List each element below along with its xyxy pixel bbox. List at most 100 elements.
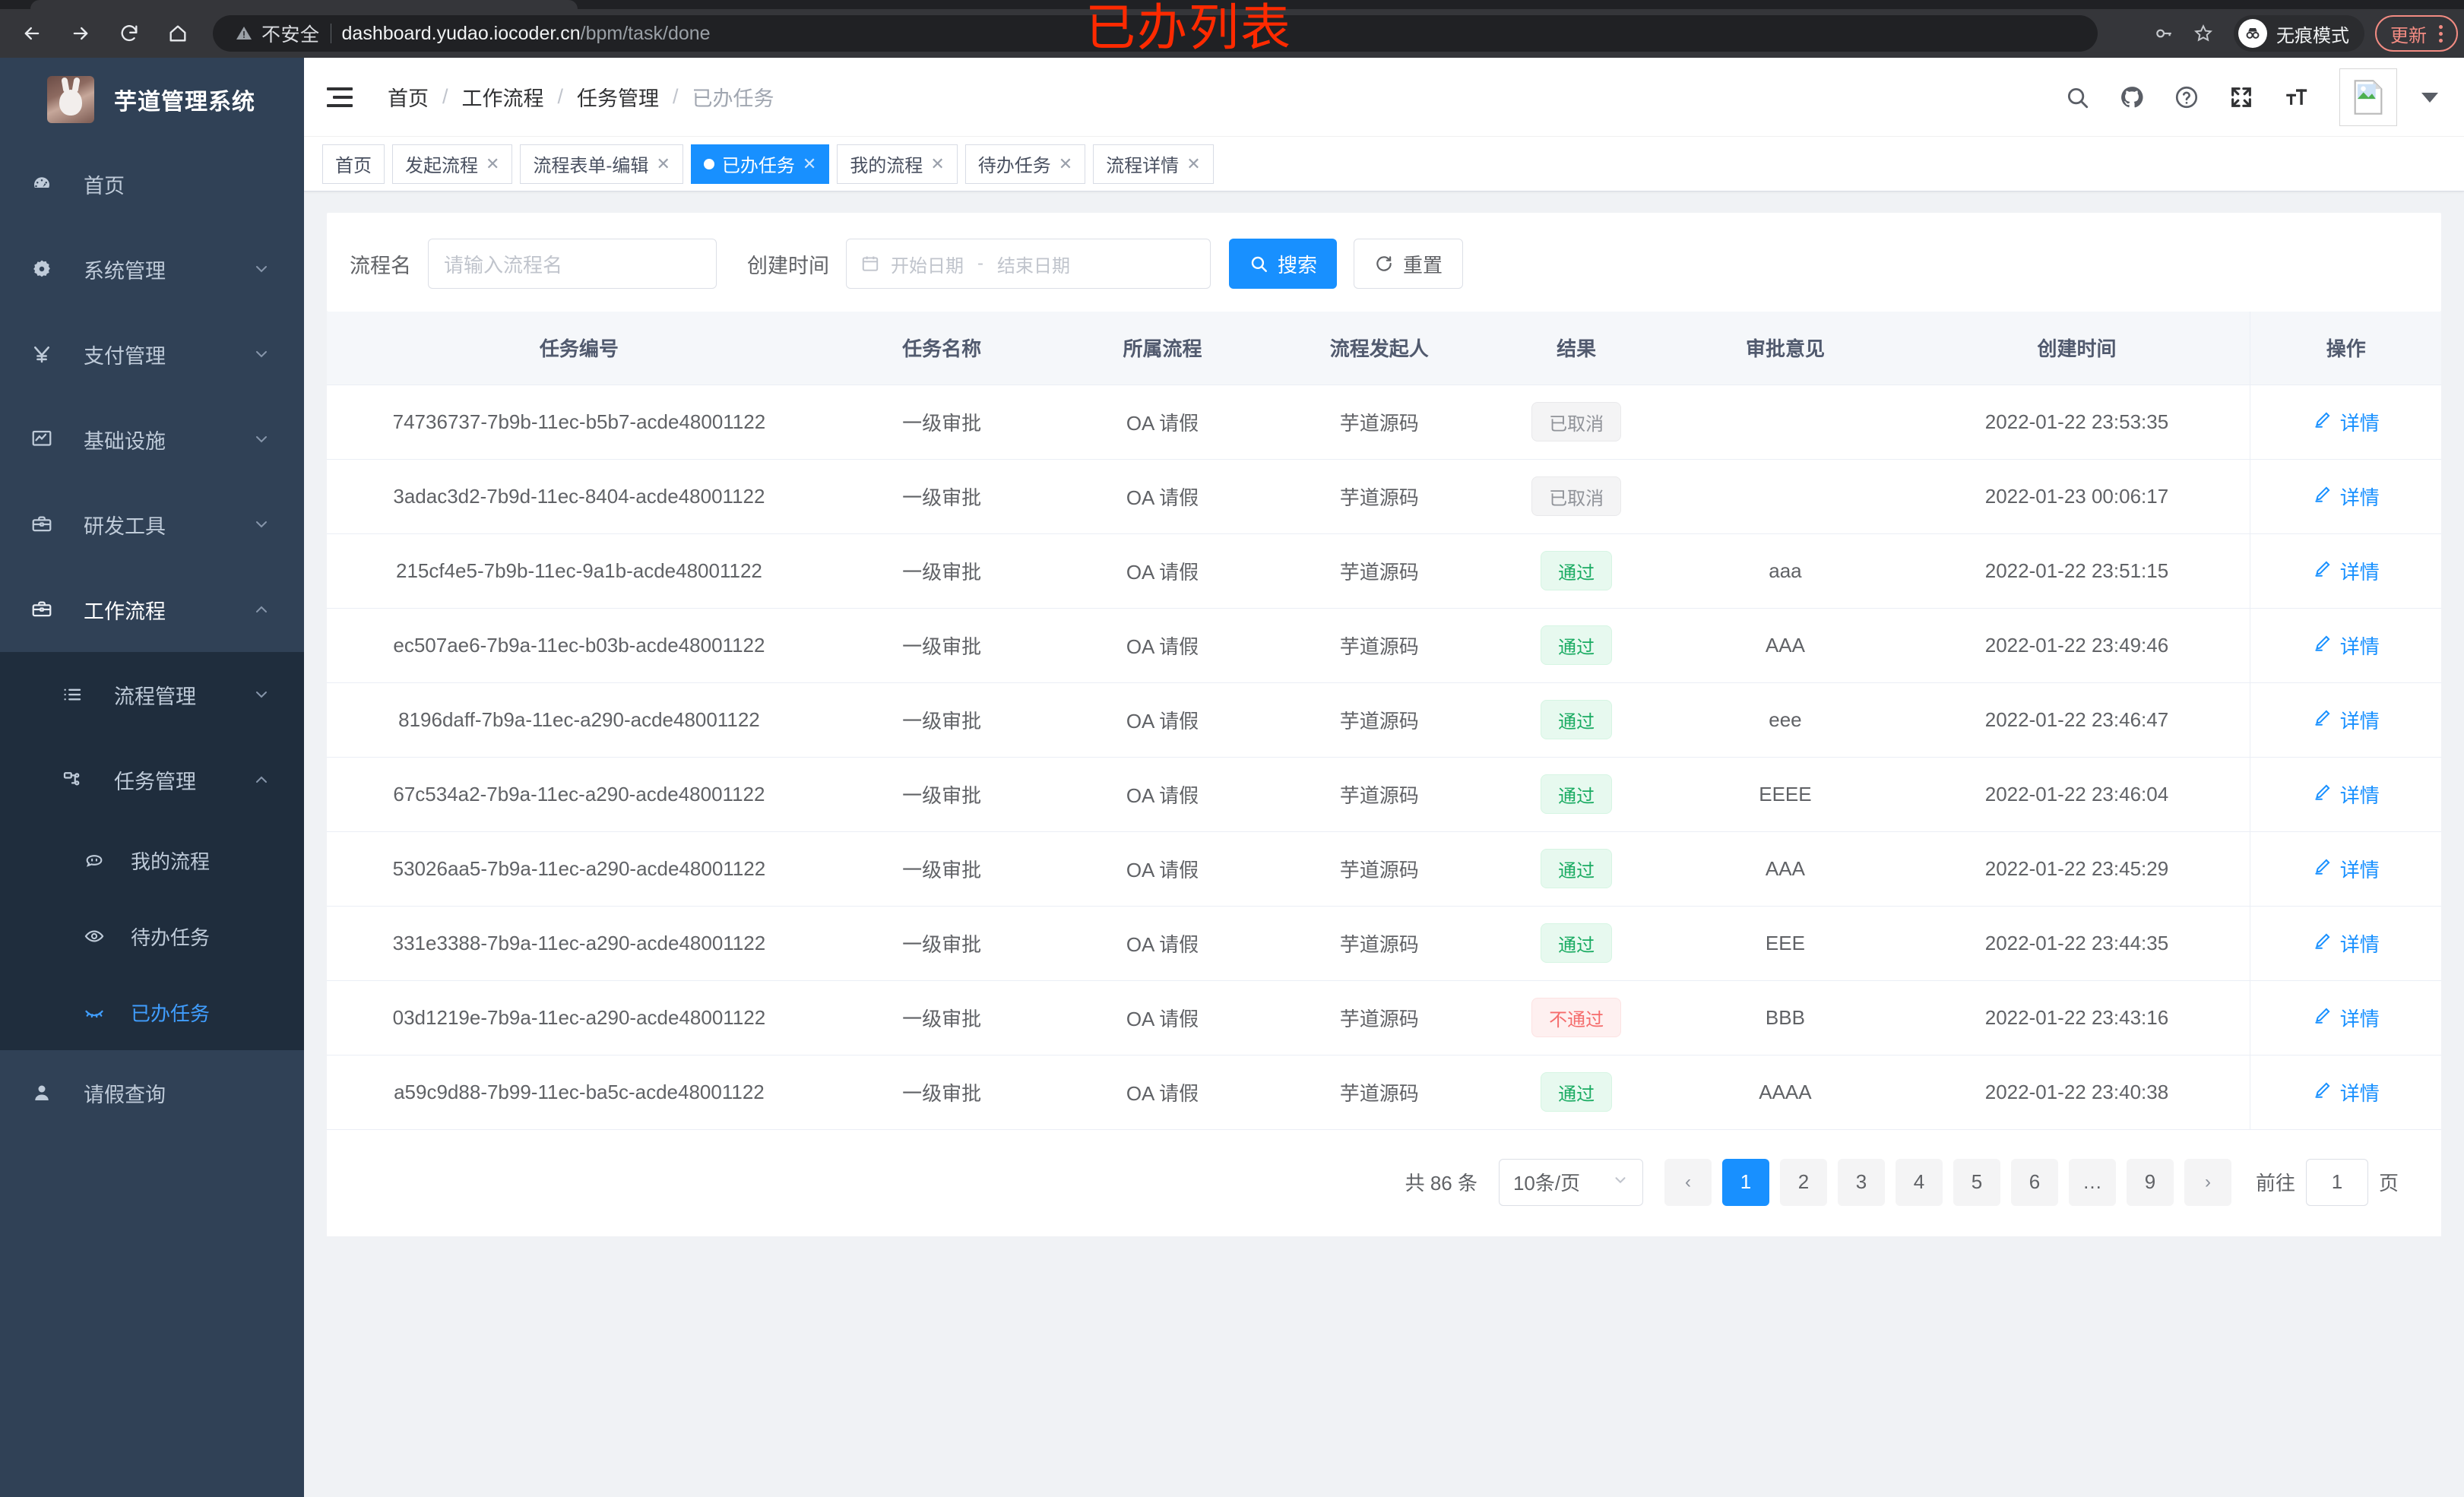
- fullscreen-icon[interactable]: [2225, 81, 2257, 113]
- cell-result: 通过: [1485, 757, 1667, 832]
- not-secure-label: 不安全: [261, 24, 320, 46]
- tab-todo-task[interactable]: 待办任务 ✕: [964, 144, 1086, 184]
- detail-button[interactable]: 详情: [2313, 631, 2380, 660]
- table-row: 8196daff-7b9a-11ec-a290-acde48001122 一级审批…: [327, 682, 2441, 758]
- toolbox-icon: [18, 598, 65, 621]
- font-size-icon[interactable]: [2280, 81, 2312, 113]
- detail-button[interactable]: 详情: [2313, 855, 2380, 883]
- status-badge: 已取消: [1531, 476, 1622, 516]
- cell-process: OA 请假: [1052, 906, 1273, 981]
- sidebar-item-done-task[interactable]: 已办任务: [0, 974, 304, 1050]
- breadcrumb-item-task-management[interactable]: 任务管理: [577, 87, 660, 110]
- cell-process: OA 请假: [1052, 533, 1273, 609]
- cell-opinion: AAA: [1667, 831, 1904, 907]
- sidebar-submenu-workflow: 流程管理 任务管理 我的流程: [0, 652, 304, 1050]
- sidebar-item-workflow[interactable]: 工作流程: [0, 567, 304, 652]
- detail-button[interactable]: 详情: [2313, 408, 2380, 436]
- pagination-page-5[interactable]: 5: [1953, 1158, 2000, 1206]
- pagination-page-1[interactable]: 1: [1721, 1158, 1769, 1206]
- browser-tab[interactable]: [30, 0, 578, 9]
- cell-opinion: EEEE: [1667, 757, 1904, 832]
- sidebar-item-task-management[interactable]: 任务管理: [0, 737, 304, 822]
- pagination-page-9[interactable]: 9: [2126, 1158, 2174, 1206]
- page-size-select[interactable]: 10条/页: [1498, 1158, 1643, 1206]
- pagination-page-4[interactable]: 4: [1895, 1158, 1943, 1206]
- incognito-indicator[interactable]: 无痕模式: [2234, 15, 2364, 52]
- sidebar-item-home[interactable]: 首页: [0, 141, 304, 226]
- detail-button[interactable]: 详情: [2313, 557, 2380, 585]
- sidebar-item-my-process[interactable]: 我的流程: [0, 822, 304, 898]
- pagination-jump-input[interactable]: 1: [2305, 1158, 2368, 1206]
- edit-pencil-icon: [2313, 856, 2333, 881]
- close-icon[interactable]: ✕: [1186, 153, 1201, 173]
- github-icon[interactable]: [2116, 81, 2148, 113]
- sidebar-item-label: 研发工具: [84, 514, 166, 538]
- update-button[interactable]: 更新: [2375, 15, 2458, 52]
- sidebar-item-todo-task[interactable]: 待办任务: [0, 898, 304, 974]
- tab-done-task[interactable]: 已办任务 ✕: [690, 144, 830, 184]
- detail-button[interactable]: 详情: [2313, 780, 2380, 809]
- process-name-input[interactable]: 请输入流程名: [428, 239, 717, 289]
- brand[interactable]: 芋道管理系统: [0, 58, 304, 141]
- sidebar-item-system[interactable]: 系统管理: [0, 226, 304, 312]
- sidebar-item-process-management[interactable]: 流程管理: [0, 652, 304, 737]
- pagination-prev-button[interactable]: ‹: [1664, 1158, 1712, 1206]
- pagination-page-2[interactable]: 2: [1779, 1158, 1827, 1206]
- create-time-range-picker[interactable]: 开始日期 - 结束日期: [846, 239, 1211, 289]
- avatar[interactable]: [2339, 68, 2397, 126]
- pagination-ellipsis[interactable]: …: [2068, 1158, 2116, 1206]
- detail-button[interactable]: 详情: [2313, 929, 2380, 957]
- start-date-placeholder: 开始日期: [891, 255, 964, 277]
- tab-start-process[interactable]: 发起流程 ✕: [392, 144, 513, 184]
- forward-arrow-icon[interactable]: [64, 17, 97, 50]
- reset-button[interactable]: 重置: [1354, 239, 1464, 289]
- pagination-page-3[interactable]: 3: [1837, 1158, 1885, 1206]
- tab-process-form-edit[interactable]: 流程表单-编辑 ✕: [520, 144, 683, 184]
- sidebar-item-label: 请假查询: [84, 1083, 166, 1106]
- pagination-page-6[interactable]: 6: [2010, 1158, 2058, 1206]
- cell-process: OA 请假: [1052, 682, 1273, 758]
- breadcrumb-item-home[interactable]: 首页: [388, 87, 429, 110]
- cell-process: OA 请假: [1052, 459, 1273, 534]
- help-circle-icon[interactable]: [2171, 81, 2203, 113]
- pagination-next-button[interactable]: ›: [2184, 1158, 2231, 1206]
- detail-button[interactable]: 详情: [2313, 483, 2380, 511]
- cell-result: 已取消: [1485, 459, 1667, 534]
- eye-icon: [76, 926, 112, 947]
- edit-pencil-icon: [2313, 559, 2333, 584]
- breadcrumb-item-workflow[interactable]: 工作流程: [461, 87, 544, 110]
- sidebar-item-payment[interactable]: 支付管理: [0, 312, 304, 397]
- close-icon[interactable]: ✕: [802, 153, 817, 173]
- detail-button[interactable]: 详情: [2313, 1078, 2380, 1106]
- detail-button[interactable]: 详情: [2313, 706, 2380, 734]
- search-icon[interactable]: [2061, 81, 2093, 113]
- key-icon[interactable]: [2144, 15, 2184, 52]
- close-icon[interactable]: ✕: [486, 153, 500, 173]
- chevron-down-icon[interactable]: [2421, 92, 2438, 103]
- tab-home[interactable]: 首页: [322, 144, 385, 184]
- close-icon[interactable]: ✕: [656, 153, 670, 173]
- home-icon[interactable]: [161, 17, 195, 50]
- sidebar-item-infrastructure[interactable]: 基础设施: [0, 397, 304, 482]
- hamburger-icon[interactable]: [327, 81, 360, 114]
- chat-icon: [76, 850, 112, 871]
- address-bar[interactable]: 不安全 dashboard.yudao.iocoder.cn/bpm/task/…: [213, 15, 2098, 52]
- back-arrow-icon[interactable]: [15, 17, 49, 50]
- close-icon[interactable]: ✕: [1058, 153, 1073, 173]
- tab-my-process[interactable]: 我的流程 ✕: [837, 144, 958, 184]
- cell-operation: 详情: [2250, 385, 2441, 460]
- star-icon[interactable]: [2184, 15, 2223, 52]
- search-button[interactable]: 搜索: [1229, 239, 1338, 289]
- detail-button[interactable]: 详情: [2313, 1004, 2380, 1032]
- tab-process-detail[interactable]: 流程详情 ✕: [1093, 144, 1214, 184]
- reset-button-label: 重置: [1403, 253, 1443, 277]
- reload-icon[interactable]: [112, 17, 146, 50]
- date-separator: -: [977, 253, 983, 274]
- sidebar-item-devtools[interactable]: 研发工具: [0, 482, 304, 567]
- status-badge: 通过: [1541, 849, 1613, 888]
- sidebar-item-leave-query[interactable]: 请假查询: [0, 1050, 304, 1135]
- cell-initiator: 芋道源码: [1272, 980, 1486, 1055]
- close-icon[interactable]: ✕: [930, 153, 945, 173]
- cell-operation: 详情: [2250, 831, 2441, 907]
- kebab-menu-icon[interactable]: [2434, 24, 2447, 43]
